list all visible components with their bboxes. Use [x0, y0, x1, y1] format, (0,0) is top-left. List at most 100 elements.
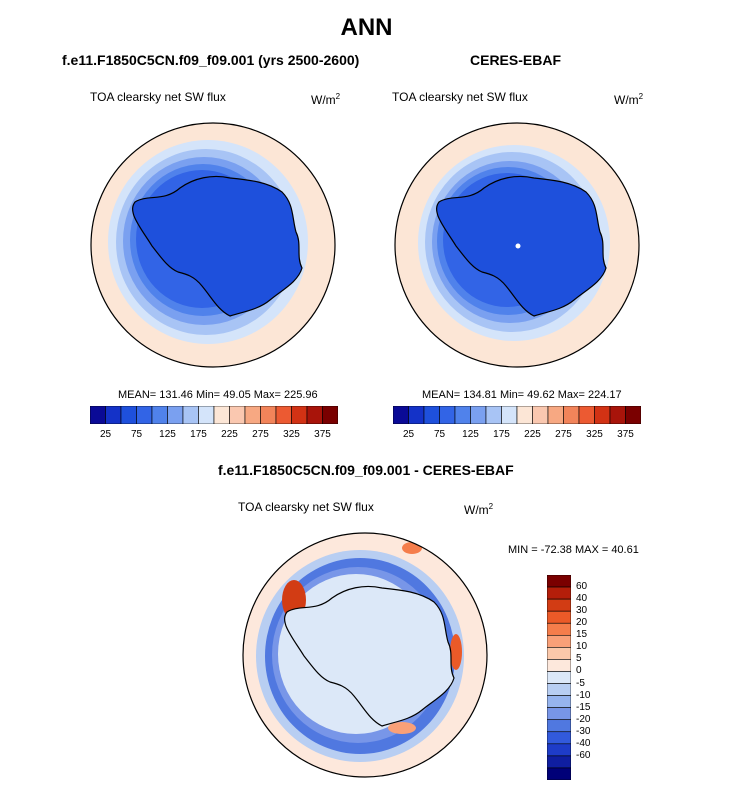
- panel3-colorbar-box: [547, 743, 571, 757]
- panel3-colorbar-box: [547, 575, 571, 588]
- panel2-title: CERES-EBAF: [470, 52, 562, 68]
- panel1-colorbar-box: [105, 406, 122, 424]
- panel3-colorbar-tick-label: -15: [576, 701, 591, 713]
- panel3-colorbar-box: [547, 767, 571, 780]
- panel2-colorbar: [393, 406, 641, 424]
- panel3-stats: MIN = -72.38 MAX = 40.61: [508, 544, 639, 556]
- panel3-colorbar-box: [547, 659, 571, 672]
- panel2-colorbar-box: [578, 406, 595, 424]
- panel1-colorbar: [90, 406, 338, 424]
- panel2-colorbar-box: [439, 406, 456, 424]
- panel1-colorbar-box: [151, 406, 168, 424]
- panel3-colorbar-tick-label: 15: [576, 629, 588, 641]
- panel1-polar-map: [90, 122, 336, 368]
- panel2-pole-marker: [515, 243, 521, 249]
- panel1-stats: MEAN= 131.46 Min= 49.05 Max= 225.96: [118, 389, 318, 401]
- panel2-colorbar-box: [532, 406, 549, 424]
- panel2-unit: W/m2: [614, 92, 644, 107]
- panel1-colorbar-tick-label: 375: [314, 429, 331, 440]
- panel3-title: f.e11.F1850C5CN.f09_f09.001 - CERES-EBAF: [218, 462, 514, 478]
- panel3-colorbar: [547, 575, 571, 780]
- panel2-colorbar-tick-label: 175: [493, 429, 510, 440]
- panel1-colorbar-box: [167, 406, 184, 424]
- panel3-colorbar-box: [547, 755, 571, 769]
- panel3-variable-label: TOA clearsky net SW flux: [238, 500, 374, 514]
- panel3-colorbar-labels: 60 40 30 20 15 10 5 0 -5 -10 -15 -20 -30 -40 -60: [576, 575, 606, 780]
- panel3-colorbar-box: [547, 622, 571, 636]
- panel3-colorbar-box: [547, 647, 571, 660]
- panel3-colorbar-tick-label: 30: [576, 605, 588, 617]
- panel1-title: f.e11.F1850C5CN.f09_f09.001 (yrs 2500-26…: [62, 52, 360, 68]
- panel2-variable-label: TOA clearsky net SW flux: [392, 90, 528, 104]
- panel3-colorbar-box: [547, 586, 571, 600]
- panel3-colorbar-box: [547, 719, 571, 733]
- panel3-colorbar-tick-label: 40: [576, 593, 588, 605]
- panel3-colorbar-box: [547, 634, 571, 648]
- panel3-antarctica-coast: [284, 585, 455, 727]
- panel2-colorbar-box: [454, 406, 471, 424]
- panel2-colorbar-box: [408, 406, 425, 424]
- panel2-colorbar-box: [516, 406, 533, 424]
- panel2-colorbar-box: [485, 406, 502, 424]
- panel1-colorbar-box: [322, 406, 338, 424]
- panel3-colorbar-tick-label: 60: [576, 581, 588, 593]
- panel2-colorbar-box: [625, 406, 641, 424]
- panel1-colorbar-tick-label: 175: [190, 429, 207, 440]
- panel3-colorbar-tick-label: -20: [576, 713, 591, 725]
- panel3-unit: W/m2: [464, 502, 494, 517]
- panel2-colorbar-box: [423, 406, 440, 424]
- panel2-colorbar-tick-label: 375: [617, 429, 634, 440]
- panel3-colorbar-box: [547, 731, 571, 745]
- panel2-stats: MEAN= 134.81 Min= 49.62 Max= 224.17: [422, 389, 622, 401]
- panel1-colorbar-box: [213, 406, 230, 424]
- panel1-colorbar-tick-label: 225: [221, 429, 238, 440]
- panel1-colorbar-tick-label: 125: [159, 429, 176, 440]
- panel3-colorbar-tick-label: -10: [576, 689, 591, 701]
- panel1-colorbar-box: [244, 406, 261, 424]
- panel2-colorbar-box: [470, 406, 487, 424]
- panel1-colorbar-box: [229, 406, 246, 424]
- panel1-colorbar-box: [120, 406, 137, 424]
- panel3-colorbar-tick-label: -60: [576, 749, 591, 761]
- panel3-colorbar-box: [547, 598, 571, 612]
- panel1-variable-label: TOA clearsky net SW flux: [90, 90, 226, 104]
- panel3-colorbar-box: [547, 695, 571, 708]
- panel3-polar-map: [242, 532, 488, 778]
- panel1-colorbar-box: [260, 406, 277, 424]
- panel2-colorbar-box: [501, 406, 518, 424]
- panel2-colorbar-box: [563, 406, 580, 424]
- panel2-polar-map: [394, 122, 640, 368]
- panel1-colorbar-tick-label: 325: [283, 429, 300, 440]
- panel3-colorbar-tick-label: 5: [576, 653, 582, 665]
- panel3-colorbar-box: [547, 707, 571, 721]
- main-title: ANN: [340, 14, 393, 41]
- panel2-colorbar-tick-label: 75: [433, 429, 446, 440]
- panel1-colorbar-tick-label: 25: [99, 429, 112, 440]
- panel3-colorbar-box: [547, 683, 571, 696]
- panel1-colorbar-tick-label: 275: [252, 429, 269, 440]
- panel2-colorbar-box: [393, 406, 409, 424]
- panel2-colorbar-labels: 25 75 125 175 225 275 325 375: [393, 429, 641, 443]
- panel3-colorbar-tick-label: 0: [576, 665, 582, 677]
- panel3-colorbar-tick-label: 10: [576, 641, 588, 653]
- panel2-antarctica-coast: [436, 175, 607, 317]
- panel2-colorbar-tick-label: 125: [462, 429, 479, 440]
- panel1-antarctica-coast: [132, 175, 303, 317]
- panel1-colorbar-box: [275, 406, 292, 424]
- panel2-colorbar-box: [609, 406, 626, 424]
- panel1-colorbar-tick-label: 75: [130, 429, 143, 440]
- panel3-colorbar-tick-label: -40: [576, 737, 591, 749]
- panel2-colorbar-box: [594, 406, 611, 424]
- panel1-colorbar-box: [90, 406, 106, 424]
- panel1-colorbar-box: [198, 406, 215, 424]
- panel1-colorbar-labels: 25 75 125 175 225 275 325 375: [90, 429, 338, 443]
- panel3-colorbar-box: [547, 671, 571, 684]
- panel2-colorbar-tick-label: 25: [402, 429, 415, 440]
- panel1-colorbar-box: [182, 406, 199, 424]
- panel1-colorbar-box: [136, 406, 153, 424]
- panel2-colorbar-box: [547, 406, 564, 424]
- panel3-colorbar-tick-label: -30: [576, 725, 591, 737]
- panel2-colorbar-tick-label: 325: [586, 429, 603, 440]
- panel3-colorbar-box: [547, 610, 571, 624]
- panel3-colorbar-tick-label: 20: [576, 617, 588, 629]
